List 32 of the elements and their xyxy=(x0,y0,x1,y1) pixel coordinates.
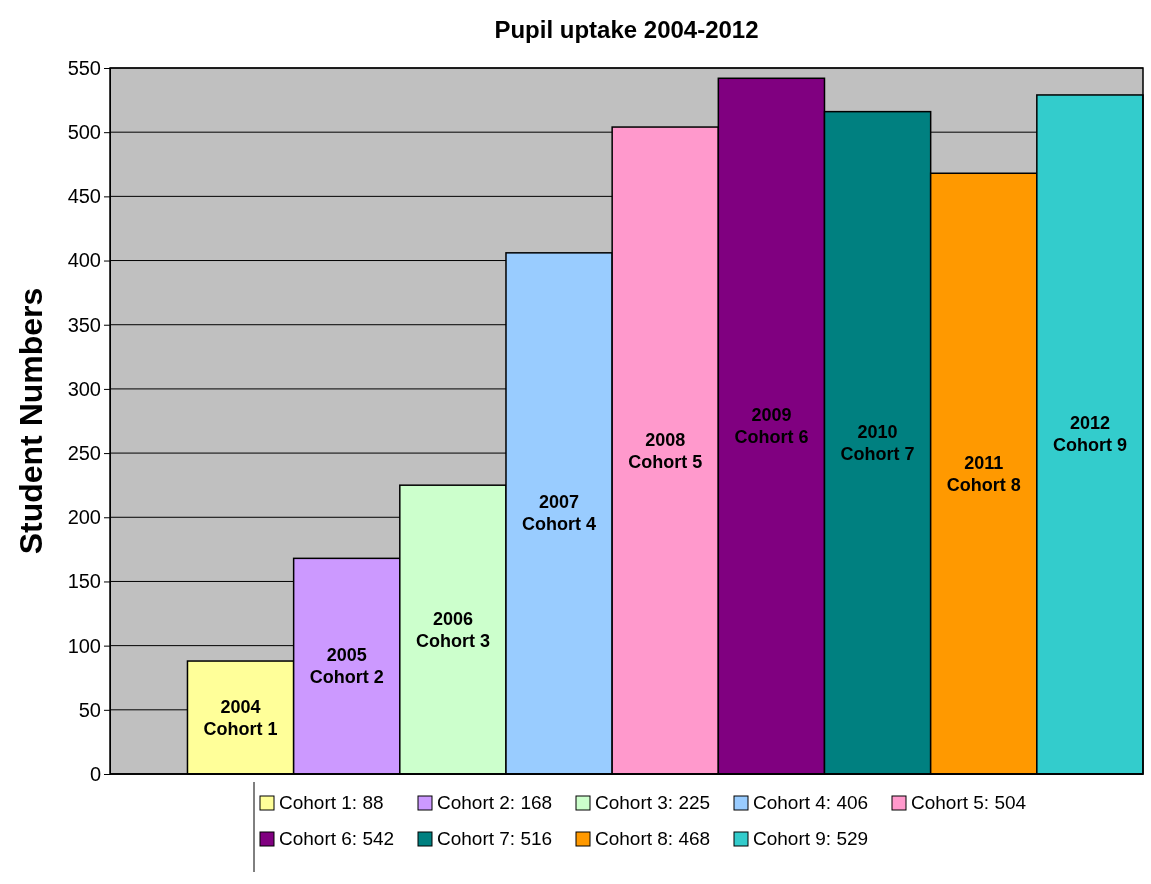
legend-label: Cohort 8: 468 xyxy=(595,828,711,849)
legend-label: Cohort 4: 406 xyxy=(753,792,869,813)
annotation: 2009 Cohort 6 xyxy=(734,405,809,448)
legend-label: Cohort 6: 542 xyxy=(279,828,395,849)
annotation: 2007 Cohort 4 xyxy=(522,492,597,535)
annotation: 2005 Cohort 2 xyxy=(309,645,384,688)
legend-label: Cohort 3: 225 xyxy=(595,792,711,813)
annotation: 2006 Cohort 3 xyxy=(415,608,490,651)
legend-label: Cohort 5: 504 xyxy=(911,792,1027,813)
annotation: 2011 Cohort 8 xyxy=(946,452,1021,495)
y-tick-label: 50 xyxy=(78,698,101,721)
legend-label: Cohort 2: 168 xyxy=(437,792,553,813)
y-tick-label: 500 xyxy=(67,121,101,144)
y-tick-label: 550 xyxy=(67,56,101,79)
y-tick-label: 400 xyxy=(67,249,101,272)
y-axis-title: Student Numbers xyxy=(13,287,49,555)
chart-title: Pupil uptake 2004-2012 xyxy=(494,16,759,43)
y-tick-label: 100 xyxy=(67,634,101,657)
y-tick-label: 300 xyxy=(67,377,101,400)
y-tick-label: 150 xyxy=(67,570,101,593)
legend-label: Cohort 7: 516 xyxy=(437,828,553,849)
y-tick-label: 450 xyxy=(67,185,101,208)
y-tick-label: 350 xyxy=(67,313,101,336)
legend-label: Cohort 9: 529 xyxy=(753,828,869,849)
annotation: 2012 Cohort 9 xyxy=(1052,413,1127,456)
annotation: 2010 Cohort 7 xyxy=(840,421,915,464)
annotation: 2004 Cohort 1 xyxy=(203,696,278,739)
y-tick-label: 250 xyxy=(67,441,101,464)
y-tick-label: 200 xyxy=(67,506,101,529)
annotation: 2008 Cohort 5 xyxy=(628,429,703,472)
y-tick-label: 0 xyxy=(89,762,101,785)
legend-label: Cohort 1: 88 xyxy=(279,792,384,813)
